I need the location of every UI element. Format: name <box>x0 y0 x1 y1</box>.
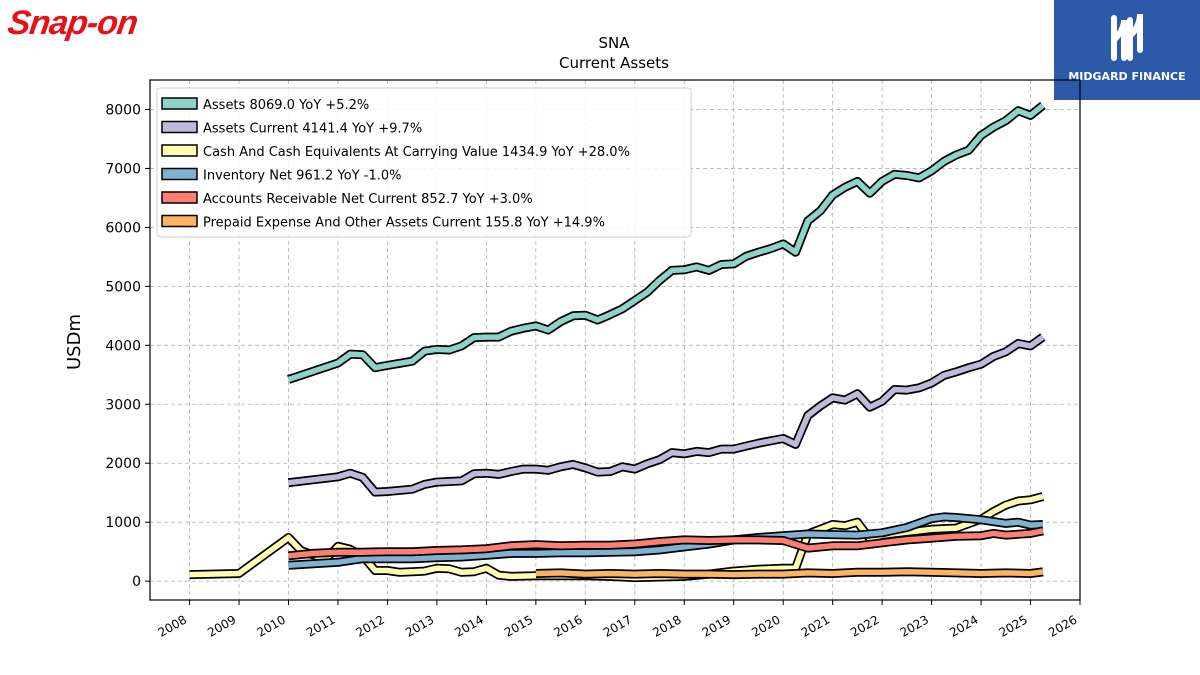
legend-swatch <box>161 214 198 228</box>
y-axis-label: USDm <box>64 314 85 370</box>
y-tick-label: 0 <box>132 574 141 590</box>
legend-box <box>156 87 692 238</box>
x-tick-label: 2017 <box>601 612 634 639</box>
legend-entry: Assets 8069.0 YoY +5.2% <box>203 98 369 113</box>
legend-entry: Assets Current 4141.4 YoY +9.7% <box>203 122 422 137</box>
x-tick-label: 2022 <box>848 612 881 639</box>
legend-entry: Cash And Cash Equivalents At Carrying Va… <box>203 145 630 160</box>
series-4 <box>288 526 1044 561</box>
legend-swatch <box>161 97 198 110</box>
midgard-emblem-icon <box>1111 13 1143 61</box>
series-line <box>288 334 1045 495</box>
x-tick-label: 2008 <box>156 612 189 639</box>
y-tick-label: 6000 <box>105 220 141 236</box>
x-tick-label: 2018 <box>650 612 683 639</box>
y-tick-label: 2000 <box>105 456 141 472</box>
x-tick-label: 2010 <box>255 612 288 639</box>
legend-entry: Prepaid Expense And Other Assets Current… <box>203 216 605 231</box>
x-tick-label: 2016 <box>551 612 584 639</box>
y-tick-label: 1000 <box>105 515 141 531</box>
chart-subtitle: Current Assets <box>559 54 669 72</box>
x-tick-label: 2021 <box>799 612 832 639</box>
x-tick-label: 2020 <box>749 612 782 639</box>
legend-entry: Accounts Receivable Net Current 852.7 Yo… <box>203 192 533 207</box>
legend-swatch <box>161 144 198 157</box>
x-tick-label: 2013 <box>403 612 436 639</box>
x-tick-label: 2026 <box>1046 612 1079 639</box>
legend-swatch <box>161 167 198 181</box>
legend-swatch <box>161 120 198 134</box>
y-tick-label: 5000 <box>105 279 141 295</box>
x-tick-label: 2023 <box>898 612 931 639</box>
x-tick-label: 2024 <box>947 612 980 639</box>
x-tick-label: 2014 <box>452 612 485 639</box>
x-tick-label: 2012 <box>353 612 386 639</box>
y-axis: 0 1000 2000 3000 4000 5000 6000 7000 8000 <box>105 102 150 590</box>
y-tick-label: 3000 <box>105 397 141 413</box>
midgard-finance-text: MIDGARD FINANCE <box>1068 70 1186 83</box>
x-tick-label: 2019 <box>700 612 733 639</box>
x-tick-label: 2009 <box>205 612 238 639</box>
x-tick-label: 2025 <box>997 612 1030 639</box>
legend: Assets 8069.0 YoY +5.2% Assets Current 41… <box>156 87 692 238</box>
y-tick-label: 4000 <box>105 338 141 354</box>
series-5 <box>535 567 1044 580</box>
y-tick-label: 8000 <box>105 102 141 118</box>
legend-swatch <box>161 191 198 204</box>
plot-frame <box>149 79 1081 601</box>
x-tick-label: 2015 <box>502 612 535 639</box>
x-axis: 2008 2009 2010 2011 2012 2013 2014 2015 2016 2017… <box>156 600 1081 640</box>
chart-title: SNA <box>598 34 630 52</box>
series-line <box>287 103 1045 383</box>
series-0 <box>287 101 1046 384</box>
series-line <box>535 568 1044 578</box>
x-tick-label: 2011 <box>304 612 337 639</box>
series-1 <box>287 333 1046 497</box>
midgard-finance-logo: MIDGARD FINANCE <box>1054 0 1200 100</box>
legend-entry: Inventory Net 961.2 YoY -1.0% <box>203 169 402 184</box>
series-layer <box>189 101 1046 583</box>
y-tick-label: 7000 <box>105 161 141 177</box>
series-line <box>288 528 1044 559</box>
